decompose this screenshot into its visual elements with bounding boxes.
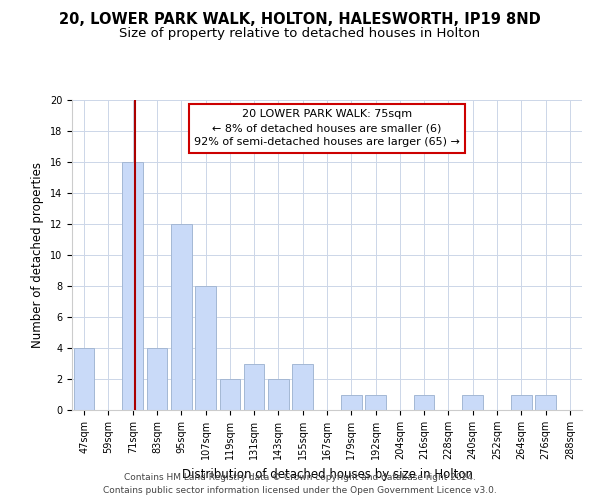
Bar bbox=[365, 394, 386, 410]
Text: 20 LOWER PARK WALK: 75sqm
← 8% of detached houses are smaller (6)
92% of semi-de: 20 LOWER PARK WALK: 75sqm ← 8% of detach… bbox=[194, 110, 460, 148]
Text: Size of property relative to detached houses in Holton: Size of property relative to detached ho… bbox=[119, 28, 481, 40]
Bar bbox=[414, 394, 434, 410]
Bar bbox=[195, 286, 216, 410]
Bar bbox=[146, 348, 167, 410]
X-axis label: Distribution of detached houses by size in Holton: Distribution of detached houses by size … bbox=[182, 468, 473, 480]
Bar bbox=[122, 162, 143, 410]
Text: 20, LOWER PARK WALK, HOLTON, HALESWORTH, IP19 8ND: 20, LOWER PARK WALK, HOLTON, HALESWORTH,… bbox=[59, 12, 541, 28]
Bar bbox=[341, 394, 362, 410]
Bar bbox=[171, 224, 191, 410]
Bar bbox=[220, 379, 240, 410]
Bar bbox=[292, 364, 313, 410]
Y-axis label: Number of detached properties: Number of detached properties bbox=[31, 162, 44, 348]
Bar bbox=[463, 394, 483, 410]
Bar bbox=[535, 394, 556, 410]
Text: Contains HM Land Registry data © Crown copyright and database right 2024.
Contai: Contains HM Land Registry data © Crown c… bbox=[103, 473, 497, 495]
Bar bbox=[244, 364, 265, 410]
Bar bbox=[74, 348, 94, 410]
Bar bbox=[268, 379, 289, 410]
Bar bbox=[511, 394, 532, 410]
